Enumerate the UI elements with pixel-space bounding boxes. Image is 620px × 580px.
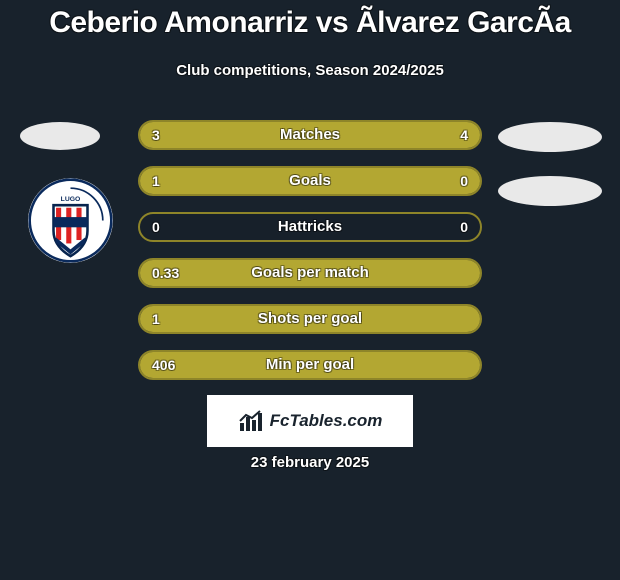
fctables-icon [238,409,264,433]
fctables-badge: FcTables.com [207,395,413,447]
comparison-bars: 34Matches 10Goals 00Hattricks 0.33Goals per… [138,118,482,394]
stat-bar: 10Goals [138,164,482,198]
left-player-marker [20,122,100,150]
right-player-marker-2 [498,176,602,206]
right-player-marker-1 [498,122,602,152]
stat-bar: 00Hattricks [138,210,482,244]
comparison-card: Ceberio Amonarriz vs Ãlvarez GarcÃ­a Clu… [0,0,620,580]
stat-bar: 406Min per goal [138,348,482,382]
stat-bar: 34Matches [138,118,482,152]
stat-bar: 1Shots per goal [138,302,482,336]
fctables-label: FcTables.com [270,411,383,431]
page-title: Ceberio Amonarriz vs Ãlvarez GarcÃ­a [0,6,620,40]
stat-bar: 0.33Goals per match [138,256,482,290]
club-logo-lugo: LUGO [28,178,113,263]
svg-text:LUGO: LUGO [61,196,81,203]
date-label: 23 february 2025 [0,454,620,471]
lugo-badge-icon: LUGO [28,178,113,263]
subtitle: Club competitions, Season 2024/2025 [0,62,620,79]
